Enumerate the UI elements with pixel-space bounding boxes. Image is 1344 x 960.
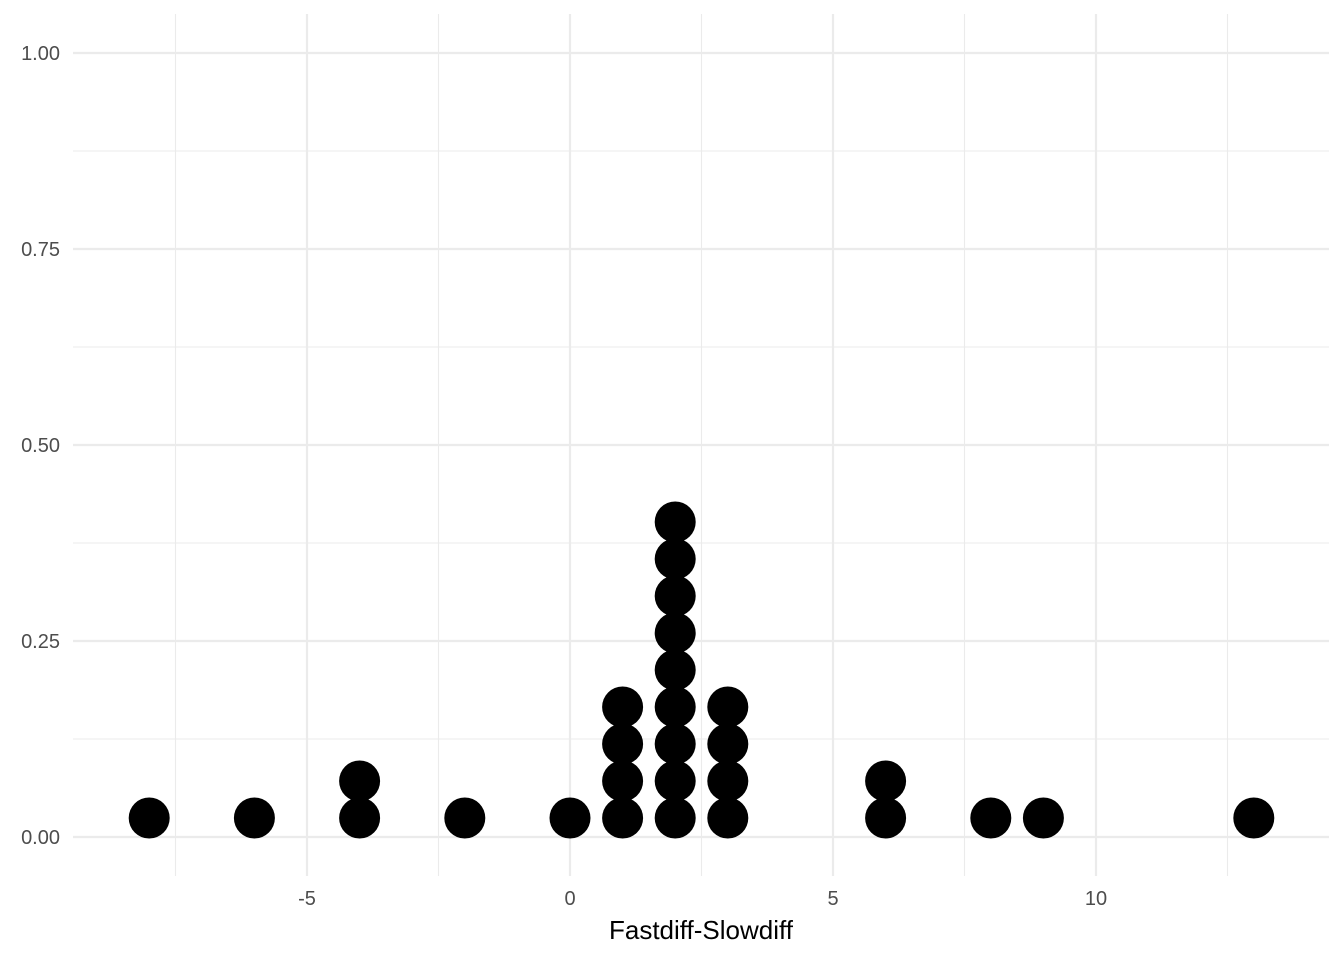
y-tick-label: 0.75 [21,239,60,261]
data-dot [707,723,749,765]
x-tick-label: -5 [298,888,316,910]
data-dot [233,797,275,839]
data-dot [1233,797,1275,839]
data-dot [654,686,696,728]
grid-lines [73,14,1329,876]
data-dot [707,797,749,839]
x-tick-label: 0 [564,888,575,910]
data-dot [707,686,749,728]
data-dot [339,797,381,839]
data-dot [549,797,591,839]
y-tick-label: 0.50 [21,435,60,457]
data-dot [707,760,749,802]
data-dot [654,723,696,765]
data-dot [654,501,696,543]
data-dot [654,575,696,617]
y-tick-label: 0.25 [21,631,60,653]
data-dot [339,760,381,802]
data-dot [654,649,696,691]
y-tick-label: 1.00 [21,43,60,65]
data-dot [602,686,644,728]
y-tick-label: 0.00 [21,827,60,849]
data-dot [444,797,486,839]
y-axis-tick-labels: 0.00 0.25 0.50 0.75 1.00 [21,43,60,849]
data-dot [654,797,696,839]
x-axis-tick-labels: -5 0 5 10 [298,888,1107,910]
dot-stacks [128,501,1275,839]
data-dot [865,797,907,839]
data-dot [654,538,696,580]
x-tick-label: 10 [1085,888,1107,910]
x-axis-title: Fastdiff-Slowdiff [609,915,794,945]
x-tick-label: 5 [827,888,838,910]
data-dot [602,760,644,802]
data-dot [128,797,170,839]
data-dot [970,797,1012,839]
data-dot [1022,797,1064,839]
data-dot [654,612,696,654]
data-dot [865,760,907,802]
data-dot [602,797,644,839]
data-dot [654,760,696,802]
data-dot [602,723,644,765]
